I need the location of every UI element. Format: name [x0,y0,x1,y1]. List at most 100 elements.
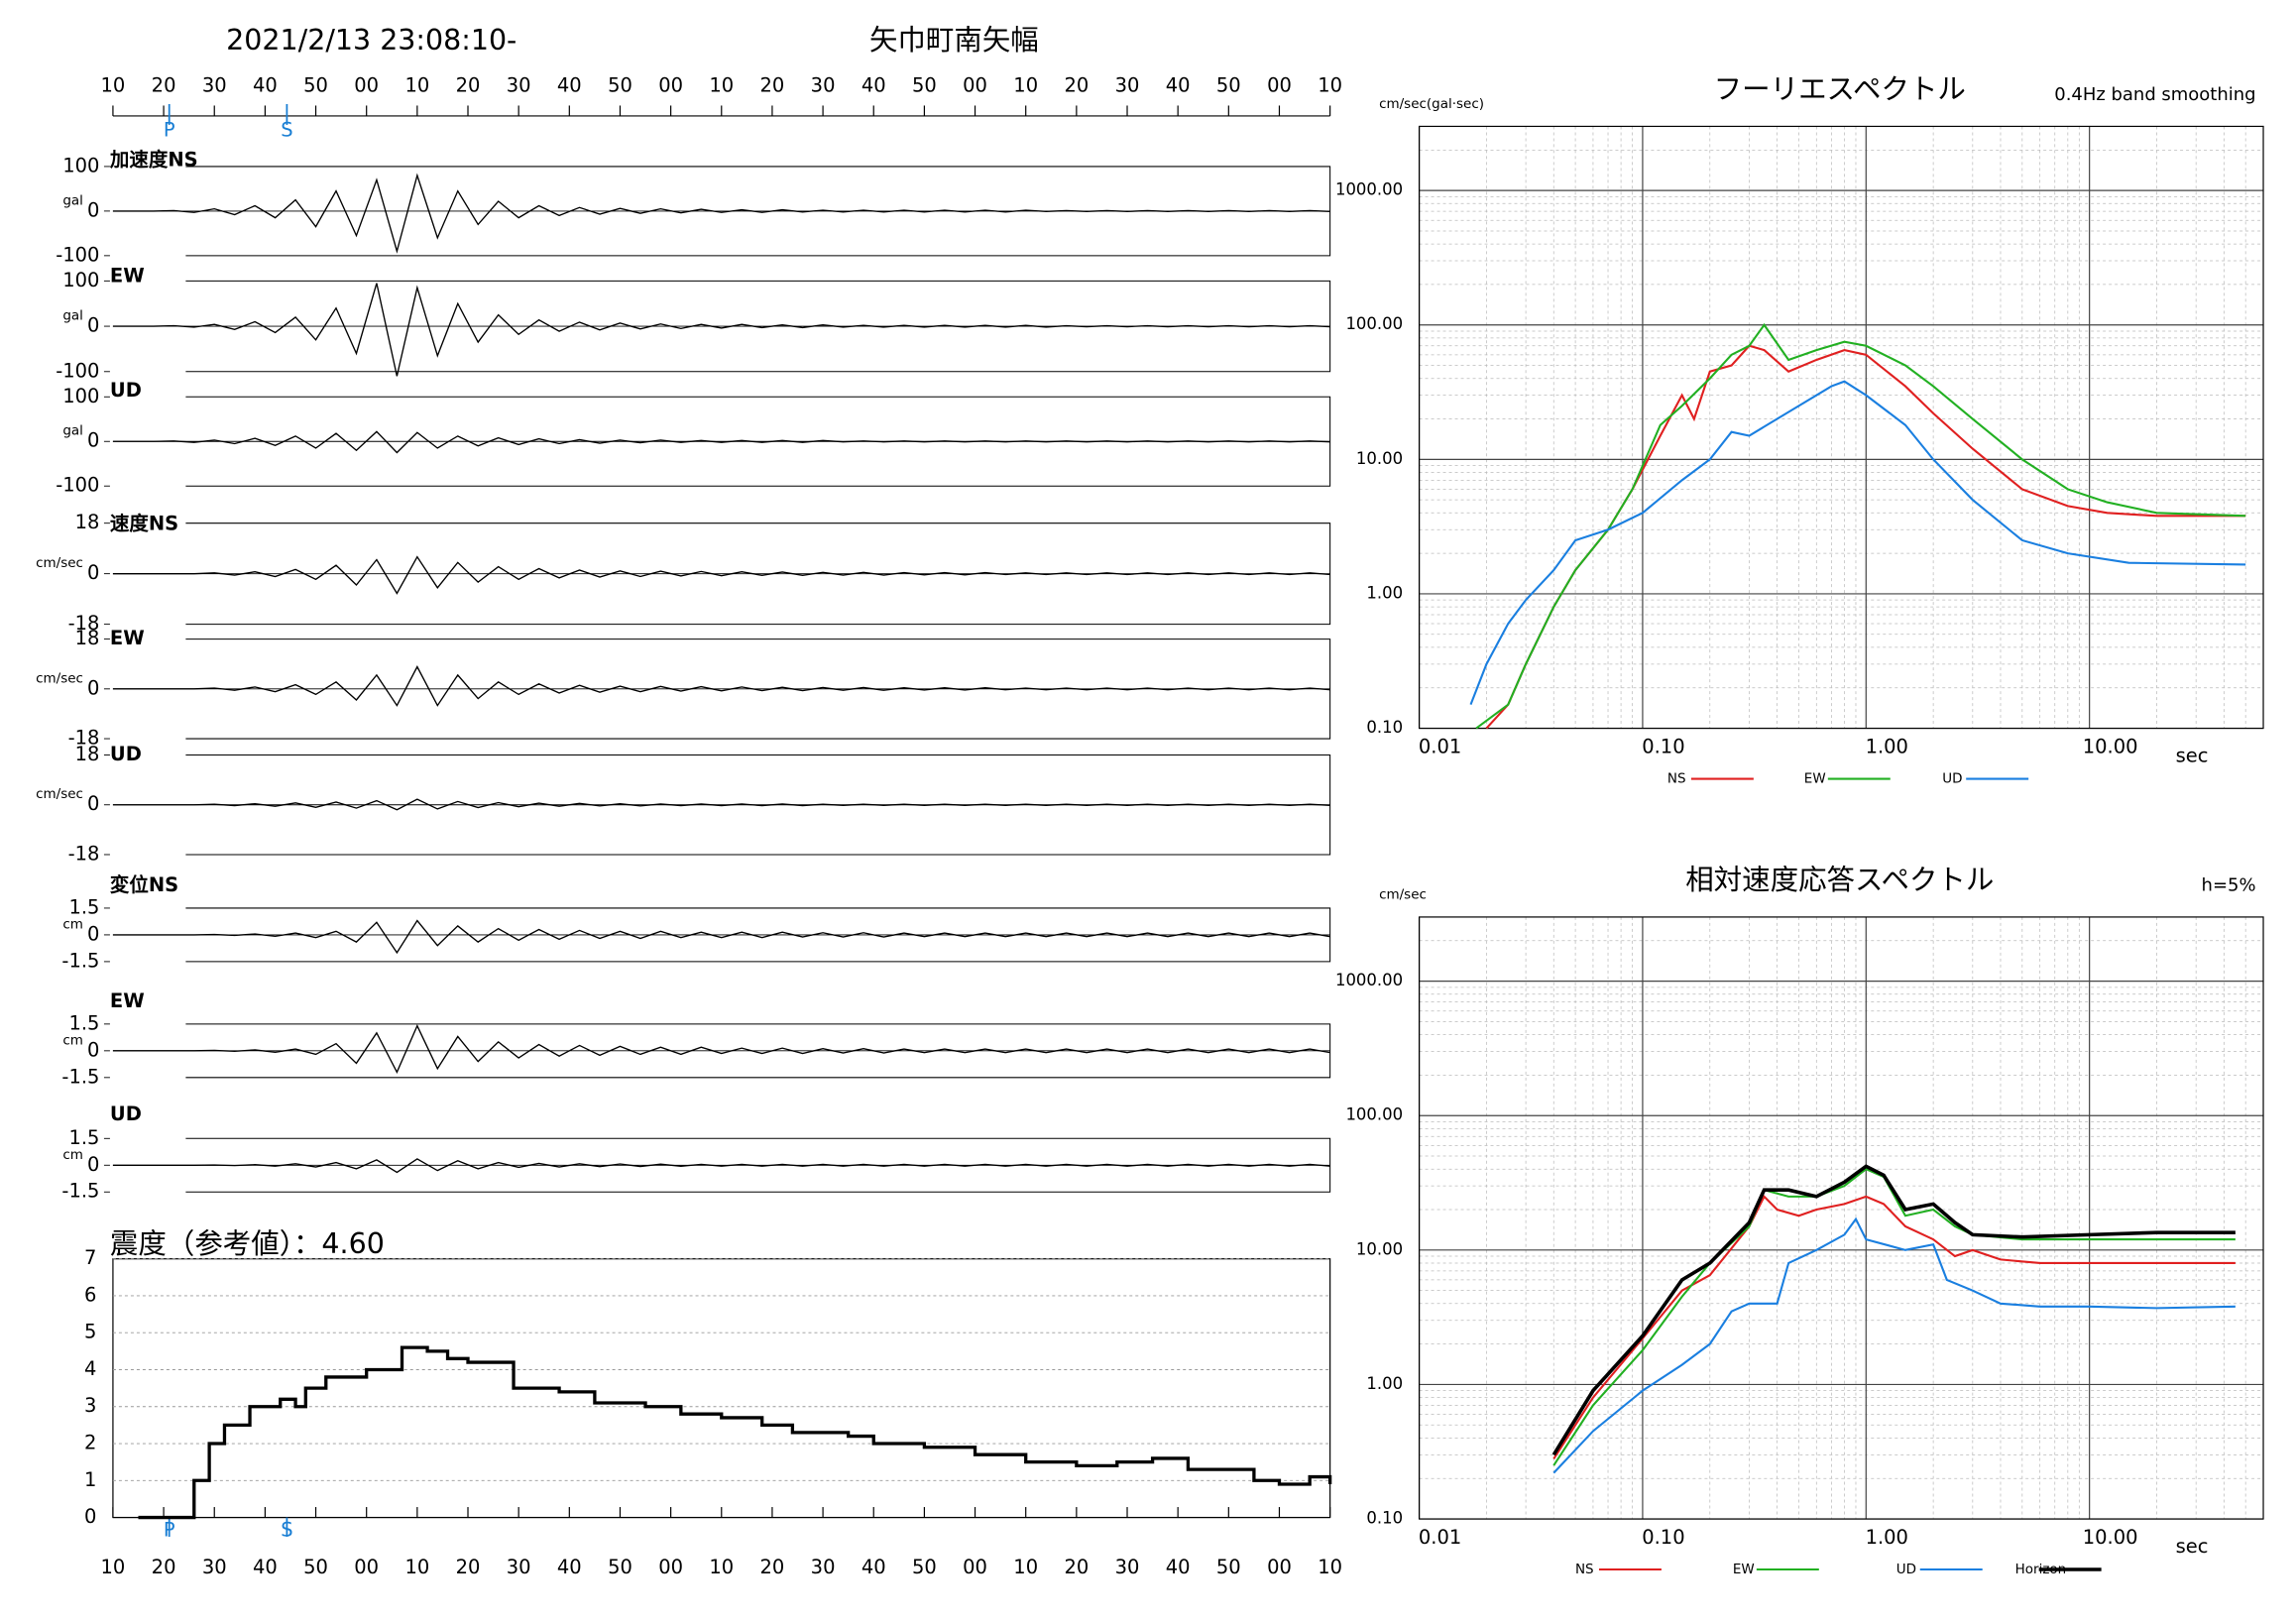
x-tick-label: 40 [557,73,582,96]
unit-label: cm/sec [36,786,83,802]
x-tick-label: 0.01 [1419,1526,1461,1549]
x-tick-label: 40 [557,1556,582,1578]
y-tick-label: 100 [62,385,99,407]
waveform [112,919,1330,955]
spectrum-line [1552,1195,2236,1459]
intensity-title: 震度（参考値）：4.60 [110,1227,385,1260]
y-tick-label: 1.5 [68,895,99,918]
y-tick-label: 1.5 [68,1126,99,1149]
y-tick-label: 1000.00 [1335,971,1403,989]
panel-name: EW [110,989,145,1012]
x-tick-label: 30 [811,1556,836,1578]
y-tick-label: 100 [62,269,99,291]
spectrum-line [1552,1217,2236,1474]
x-tick-label: 10 [1013,73,1038,96]
station-name: 矢巾町南矢幅 [869,24,1039,57]
x-tick-label: 50 [1216,1556,1241,1578]
x-tick-label: 50 [303,1556,328,1578]
x-tick-label: 00 [963,1556,987,1578]
panel-name: 速度NS [110,513,178,535]
y-tick-label: -1.5 [61,1180,99,1203]
x-tick-label: 0.10 [1642,1526,1684,1549]
phase-label: P [164,118,175,141]
x-tick-label: 00 [354,73,379,96]
x-tick-label: 20 [456,73,481,96]
y-tick-label: 1000.00 [1335,180,1403,199]
x-tick-label: 20 [1064,1556,1089,1578]
x-tick-label: 10 [709,73,734,96]
panel-name: EW [110,264,145,287]
x-tick-label: 50 [608,1556,632,1578]
legend-label: NS [1667,771,1686,787]
y-tick-label: 0 [87,198,99,221]
y-tick-label: -18 [68,842,100,865]
x-tick-label: 00 [354,1556,379,1578]
x-tick-label: 10 [1318,1556,1342,1578]
unit-label: cm [62,1147,83,1163]
x-tick-label: 0.10 [1642,736,1684,758]
y-tick-label: 100.00 [1345,314,1403,333]
x-axis-unit: sec [2176,1535,2209,1558]
y-tick-label: 6 [84,1283,96,1306]
y-tick-label: 100 [62,154,99,176]
waveform [112,555,1330,595]
y-tick-label: 3 [84,1394,96,1417]
x-tick-label: 10 [709,1556,734,1578]
y-tick-label: 2 [84,1432,96,1454]
x-tick-label: 10 [404,73,429,96]
phase-label: P [164,1519,175,1542]
x-tick-label: 30 [202,1556,227,1578]
spectrum-subtitle: h=5% [2202,874,2256,895]
y-tick-label: 100.00 [1345,1105,1403,1124]
x-tick-label: 00 [658,73,683,96]
y-tick-label: 10.00 [1356,449,1403,468]
y-tick-label: -100 [56,474,99,497]
x-tick-label: 00 [1267,73,1292,96]
x-tick-label: 10 [1013,1556,1038,1578]
x-tick-label: 20 [456,1556,481,1578]
intensity-line [138,1345,1332,1520]
y-tick-label: 18 [75,511,100,533]
y-tick-label: 10.00 [1356,1239,1403,1258]
spectrum-title: フーリエスペクトル [1714,72,1966,105]
unit-label: cm/sec [36,670,83,686]
spectrum-frame [1418,916,2264,1520]
y-tick-label: -1.5 [61,949,99,972]
x-tick-label: 10 [404,1556,429,1578]
unit-label: gal [62,308,83,324]
x-tick-label: 50 [912,1556,937,1578]
y-tick-label: 1.00 [1366,583,1403,602]
x-tick-label: 10.00 [2083,736,2138,758]
x-tick-label: 30 [507,73,531,96]
spectrum-line [1469,380,2246,706]
x-tick-label: 00 [658,1556,683,1578]
panel-name: UD [110,743,142,765]
x-tick-label: 40 [253,1556,278,1578]
legend-label: NS [1575,1562,1594,1577]
spectrum-title: 相対速度応答スペクトル [1685,864,1994,896]
x-tick-label: 30 [811,73,836,96]
x-tick-label: 00 [1267,1556,1292,1578]
y-tick-label: 18 [75,743,100,765]
waveform [112,798,1330,811]
y-axis-unit: cm/sec [1379,886,1427,902]
x-tick-label: 50 [1216,73,1241,96]
y-tick-label: 0 [87,314,99,337]
x-tick-label: 30 [1115,1556,1140,1578]
legend-label: UD [1942,771,1962,787]
y-tick-label: 0 [87,792,99,815]
x-tick-label: 50 [912,73,937,96]
x-tick-label: 40 [1166,1556,1191,1578]
panel-name: 加速度NS [109,148,198,171]
intensity-frame [112,1258,1331,1519]
y-tick-label: 4 [84,1357,96,1380]
x-tick-label: 40 [861,1556,886,1578]
y-tick-label: -100 [56,243,99,266]
x-tick-label: 00 [963,73,987,96]
y-tick-label: 5 [84,1321,96,1343]
x-tick-label: 30 [507,1556,531,1578]
x-tick-label: 10 [101,1556,126,1578]
waveform [112,665,1330,707]
y-tick-label: 0 [87,676,99,699]
